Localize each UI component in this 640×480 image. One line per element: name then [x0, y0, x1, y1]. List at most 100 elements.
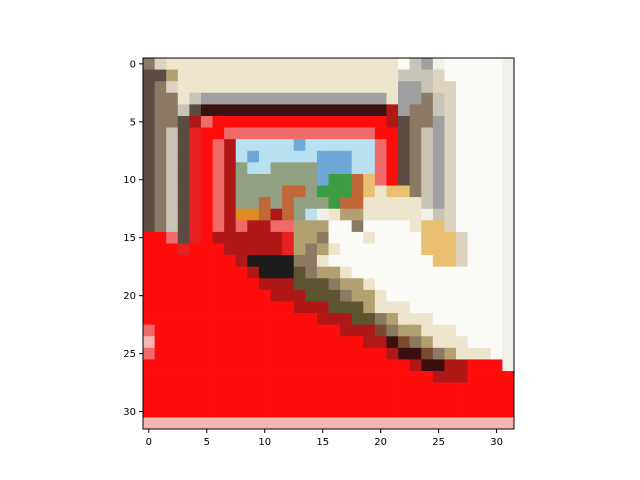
heatmap-cell [305, 267, 317, 279]
heatmap-cell [398, 232, 410, 244]
heatmap-cell [201, 128, 213, 140]
heatmap-cell [398, 301, 410, 313]
heatmap-cell [456, 151, 468, 163]
heatmap-cell [213, 93, 225, 105]
heatmap-cell [456, 116, 468, 128]
heatmap-cell [294, 359, 306, 371]
heatmap-cell [224, 267, 236, 279]
heatmap-cell [421, 70, 433, 82]
heatmap-cell [224, 151, 236, 163]
heatmap-cell [421, 244, 433, 256]
heatmap-cell [502, 394, 514, 406]
heatmap-cell [386, 93, 398, 105]
heatmap-cell [479, 209, 491, 221]
heatmap-cell [155, 186, 167, 198]
heatmap-cell [166, 151, 178, 163]
heatmap-cell [271, 301, 283, 313]
heatmap-cell [282, 417, 294, 429]
heatmap-cell [329, 220, 341, 232]
heatmap-cell [444, 81, 456, 93]
heatmap-cell [282, 313, 294, 325]
heatmap-cell [178, 301, 190, 313]
heatmap-cell [502, 278, 514, 290]
heatmap-cell [294, 174, 306, 186]
heatmap-cell [201, 313, 213, 325]
heatmap-cell [479, 359, 491, 371]
heatmap-cell [491, 394, 503, 406]
heatmap-cell [294, 301, 306, 313]
heatmap-cell [329, 116, 341, 128]
heatmap-cell [189, 70, 201, 82]
heatmap-cell [386, 209, 398, 221]
heatmap-cell [363, 371, 375, 383]
heatmap-cell [201, 162, 213, 174]
heatmap-cell [363, 186, 375, 198]
heatmap-cell [468, 244, 480, 256]
heatmap-cell [479, 278, 491, 290]
heatmap-cell [410, 139, 422, 151]
heatmap-cell [398, 70, 410, 82]
x-tick-label: 25 [432, 437, 445, 448]
heatmap-cell [410, 232, 422, 244]
heatmap-cell [456, 325, 468, 337]
heatmap-cell [224, 232, 236, 244]
heatmap-cell [317, 244, 329, 256]
heatmap-cell [224, 371, 236, 383]
heatmap-cell [247, 325, 259, 337]
heatmap-cell [421, 325, 433, 337]
heatmap-cell [456, 267, 468, 279]
heatmap-cell [236, 278, 248, 290]
heatmap-cell [421, 220, 433, 232]
heatmap-cell [340, 151, 352, 163]
heatmap-cell [421, 278, 433, 290]
heatmap-cell [259, 186, 271, 198]
heatmap-cell [201, 151, 213, 163]
heatmap-cell [247, 116, 259, 128]
heatmap-cell [213, 128, 225, 140]
heatmap-cell [386, 186, 398, 198]
heatmap-cell [444, 325, 456, 337]
heatmap-cell [363, 278, 375, 290]
heatmap-cell [247, 290, 259, 302]
heatmap-cell [224, 255, 236, 267]
heatmap-cell [189, 394, 201, 406]
heatmap-cell [491, 359, 503, 371]
heatmap-cell [259, 325, 271, 337]
heatmap-cell [143, 348, 155, 360]
heatmap-cell [375, 290, 387, 302]
heatmap-cell [224, 174, 236, 186]
heatmap-cell [398, 336, 410, 348]
heatmap-cell [363, 162, 375, 174]
heatmap-cell [213, 255, 225, 267]
heatmap-cell [236, 325, 248, 337]
heatmap-cell [305, 255, 317, 267]
heatmap-cell [143, 394, 155, 406]
heatmap-cell [224, 417, 236, 429]
heatmap-cell [247, 58, 259, 70]
heatmap-cell [352, 232, 364, 244]
heatmap-cell [247, 220, 259, 232]
heatmap-cell [352, 128, 364, 140]
heatmap-cell [201, 348, 213, 360]
heatmap-cell [410, 220, 422, 232]
heatmap-cell [421, 81, 433, 93]
heatmap-cell [433, 197, 445, 209]
heatmap-cell [201, 417, 213, 429]
heatmap-cell [468, 255, 480, 267]
heatmap-cell [189, 186, 201, 198]
heatmap-cell [421, 186, 433, 198]
heatmap-cell [340, 220, 352, 232]
heatmap-cell [410, 81, 422, 93]
heatmap-cell [155, 290, 167, 302]
heatmap-cell [213, 417, 225, 429]
heatmap-cell [502, 128, 514, 140]
heatmap-cell [189, 232, 201, 244]
heatmap-cell [375, 255, 387, 267]
heatmap-cell [305, 348, 317, 360]
heatmap-cell [189, 336, 201, 348]
heatmap-cell [189, 220, 201, 232]
heatmap-cell [213, 336, 225, 348]
heatmap-cell [491, 93, 503, 105]
heatmap-cell [410, 70, 422, 82]
heatmap-cell [213, 174, 225, 186]
